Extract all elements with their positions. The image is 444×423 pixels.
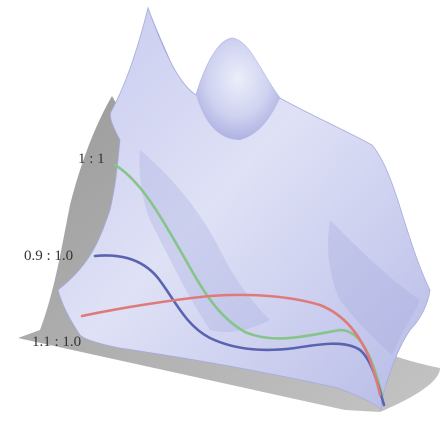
surface-valley-shade <box>139 150 270 332</box>
red-curve-ratio-1-1-over <box>80 293 382 397</box>
label-ratio-1-1: 1 : 1 <box>78 151 105 167</box>
blue-curve-ratio-0-9 <box>93 254 386 407</box>
label-ratio-0-9: 0.9 : 1.0 <box>24 248 73 264</box>
surface-peak <box>196 38 280 140</box>
label-ratio-1-1-over: 1.1 : 1.0 <box>32 334 81 350</box>
surface-right-shade <box>328 220 420 355</box>
green-curve-ratio-1-1 <box>113 163 384 397</box>
surface-main <box>57 6 431 411</box>
